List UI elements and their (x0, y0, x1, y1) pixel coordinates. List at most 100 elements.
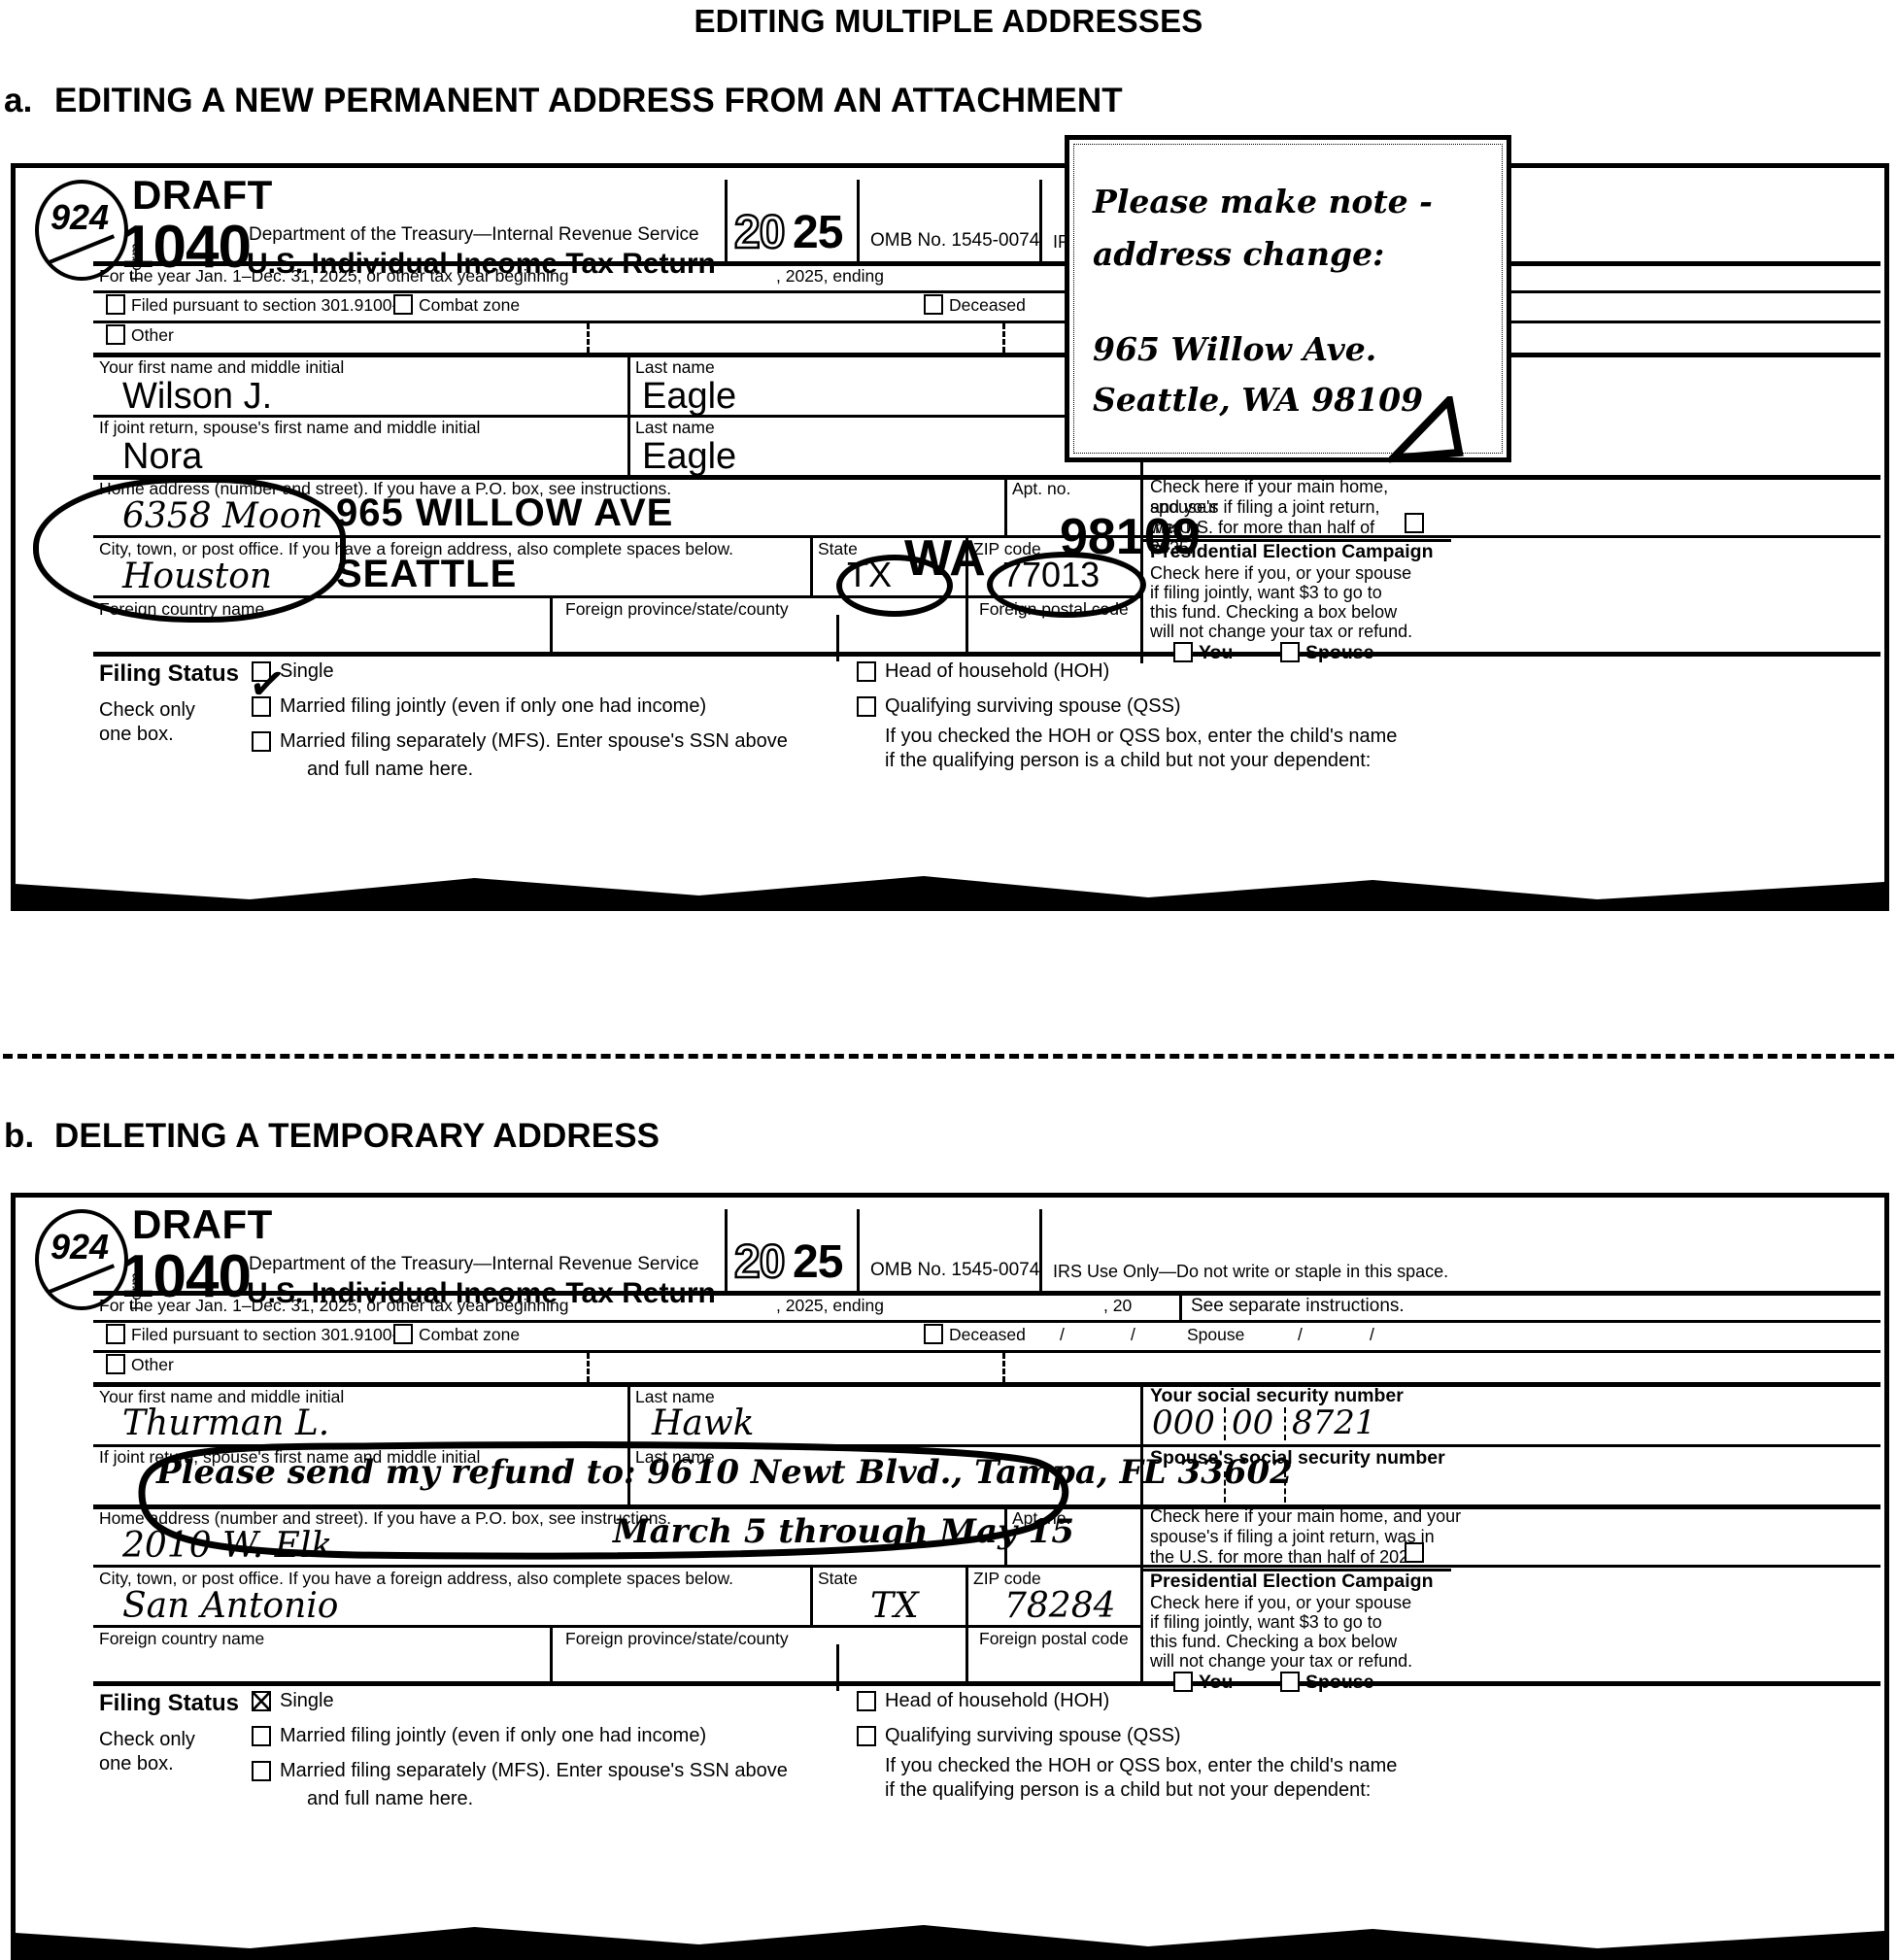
spouse-slash2-b: / (1370, 1325, 1374, 1344)
name-row-rule-b (93, 1444, 1880, 1447)
pec-you-label-b: You (1199, 1672, 1234, 1693)
other-divider-b (587, 1353, 590, 1382)
filing-status-title-a: Filing Status (99, 660, 239, 687)
checkbox-main-home-a[interactable] (1405, 513, 1424, 533)
foreign-rule-a (93, 652, 1880, 657)
checkbox-combat-zone-a[interactable] (393, 294, 413, 315)
ref-number-circle-a (35, 180, 128, 281)
city-right-divider-a (1140, 535, 1143, 595)
main-home-line3-a: the U.S. for more than half of 2025. (1150, 518, 1375, 558)
checkbox-filed-pursuant-b[interactable] (106, 1324, 125, 1344)
spouse-ssn-sep2-b (1284, 1471, 1286, 1503)
city-right-divider-b (1140, 1565, 1143, 1625)
form-1040-b: 924 DRAFT Form 1040 Department of the Tr… (11, 1193, 1889, 1960)
home-address-label-b: Home address (number and street). If you… (99, 1508, 672, 1528)
form-1040-a: 924 DRAFT Form 1040 Department of the Tr… (11, 163, 1889, 911)
checkbox-deceased-a[interactable] (924, 294, 943, 315)
new-city-a: SEATTLE (336, 553, 518, 595)
name-col-divider-a (627, 353, 630, 475)
tax-year-ending-b: , 2025, ending (776, 1296, 884, 1315)
pec-spouse-label-a: Spouse (1305, 642, 1374, 663)
checkbox-other-a[interactable] (106, 324, 125, 345)
checkbox-pec-spouse-b[interactable] (1280, 1672, 1300, 1692)
department-label-a: Department of the Treasury—Internal Reve… (249, 224, 699, 245)
spouse-word-b: Spouse (1187, 1325, 1245, 1344)
checkbox-mfj-a[interactable] (252, 696, 271, 717)
section-b-text: DELETING A TEMPORARY ADDRESS (54, 1117, 661, 1155)
addr-right-divider-b (1140, 1504, 1143, 1565)
foreign-province-label-a: Foreign province/state/county (565, 599, 789, 619)
state-label-b: State (818, 1569, 858, 1588)
tax-year-ending2-b: , 20 (1103, 1296, 1133, 1315)
row-rule-2-a (93, 321, 1880, 323)
row-rule-1-b (93, 1320, 1880, 1323)
hoh-note2-a: if the qualifying person is a child but … (885, 750, 1372, 771)
divider-irs-b (1039, 1209, 1042, 1291)
city-b: San Antonio (122, 1586, 339, 1626)
name-block-rule-b (93, 1504, 1880, 1509)
pec-title-b: Presidential Election Campaign (1150, 1571, 1434, 1592)
city-rule-b (93, 1625, 1140, 1628)
checkbox-combat-zone-b[interactable] (393, 1324, 413, 1344)
row-rule-1-a (93, 290, 1880, 293)
one-box-a: one box. (99, 724, 174, 745)
note-line-2: address change: (1093, 235, 1385, 273)
taxpayer-first-name-b: Thurman L. (122, 1403, 330, 1443)
single-label-b: Single (280, 1690, 334, 1711)
checkbox-mfs-a[interactable] (252, 731, 271, 752)
omb-number-b: OMB No. 1545-0074 (870, 1260, 1040, 1280)
checkbox-pec-you-b[interactable] (1173, 1672, 1193, 1692)
spouse-last-name-label-a: Last name (635, 418, 715, 437)
draft-label-b: DRAFT (132, 1201, 273, 1247)
document-title: EDITING MULTIPLE ADDRESSES (694, 3, 1203, 39)
checkbox-mfj-b[interactable] (252, 1726, 271, 1746)
state-divider-a (810, 535, 813, 595)
deceased-label-a: Deceased (949, 295, 1026, 315)
ssn-part1-b: 000 (1152, 1403, 1215, 1442)
checkbox-other-b[interactable] (106, 1354, 125, 1374)
year-prefix-a: 20 (733, 206, 787, 260)
mfj-label-b: Married filing jointly (even if only one… (280, 1725, 707, 1746)
checkbox-main-home-b[interactable] (1405, 1542, 1424, 1563)
checkbox-qss-a[interactable] (857, 696, 876, 717)
addr-rule-b (93, 1565, 1880, 1568)
filed-pursuant-label-b: Filed pursuant to section 301.9100-2 (131, 1325, 408, 1344)
combat-zone-label-a: Combat zone (419, 295, 521, 315)
checkbox-pec-you-a[interactable] (1173, 642, 1193, 662)
main-home-line2-b: spouse's if filing a joint return, was i… (1150, 1527, 1435, 1546)
section-a-text: EDITING A NEW PERMANENT ADDRESS FROM AN … (54, 82, 1123, 119)
checkbox-qss-b[interactable] (857, 1726, 876, 1746)
ssn-part2-b: 00 (1232, 1403, 1274, 1442)
note-line-4: Seattle, WA 98109 (1093, 381, 1424, 419)
other-divider-a (587, 323, 590, 353)
main-home-rule-b (1142, 1569, 1451, 1571)
new-address-a: 965 WILLOW AVE (336, 491, 674, 534)
checkbox-hoh-a[interactable] (857, 661, 876, 682)
irs-use-only-b: IRS Use Only—Do not write or staple in t… (1053, 1262, 1449, 1281)
apt-divider-a (1004, 475, 1007, 535)
checkbox-deceased-b[interactable] (924, 1324, 943, 1344)
divider-year-a (725, 180, 728, 261)
ssn-sep1-b (1224, 1407, 1226, 1440)
checkbox-filed-pursuant-a[interactable] (106, 294, 125, 315)
checkbox-pec-spouse-a[interactable] (1280, 642, 1300, 662)
fs-col-divider-b (836, 1644, 839, 1691)
checkbox-single-a[interactable] (252, 661, 271, 682)
checkbox-hoh-b[interactable] (857, 1691, 876, 1711)
ssn-part3-b: 8721 (1292, 1403, 1376, 1442)
mfs-label-a: Married filing separately (MFS). Enter s… (280, 730, 788, 752)
see-sep-divider-b (1179, 1291, 1182, 1322)
circle-old-zip-a (987, 552, 1146, 618)
foreign-rule-b (93, 1681, 1880, 1686)
foreign-div2-b (965, 1625, 968, 1681)
circle-old-state-a (836, 555, 953, 617)
spouse-last-name-label-b: Last name (635, 1447, 715, 1467)
foreign-country-label-b: Foreign country name (99, 1629, 265, 1648)
main-home-line3-b: the U.S. for more than half of 2025. (1150, 1547, 1424, 1567)
zip-divider-a (965, 535, 968, 595)
checkbox-mfs-b[interactable] (252, 1761, 271, 1781)
ssn-sep2-b (1284, 1407, 1286, 1440)
state-b: TX (870, 1586, 919, 1626)
section-divider (3, 1054, 1894, 1059)
